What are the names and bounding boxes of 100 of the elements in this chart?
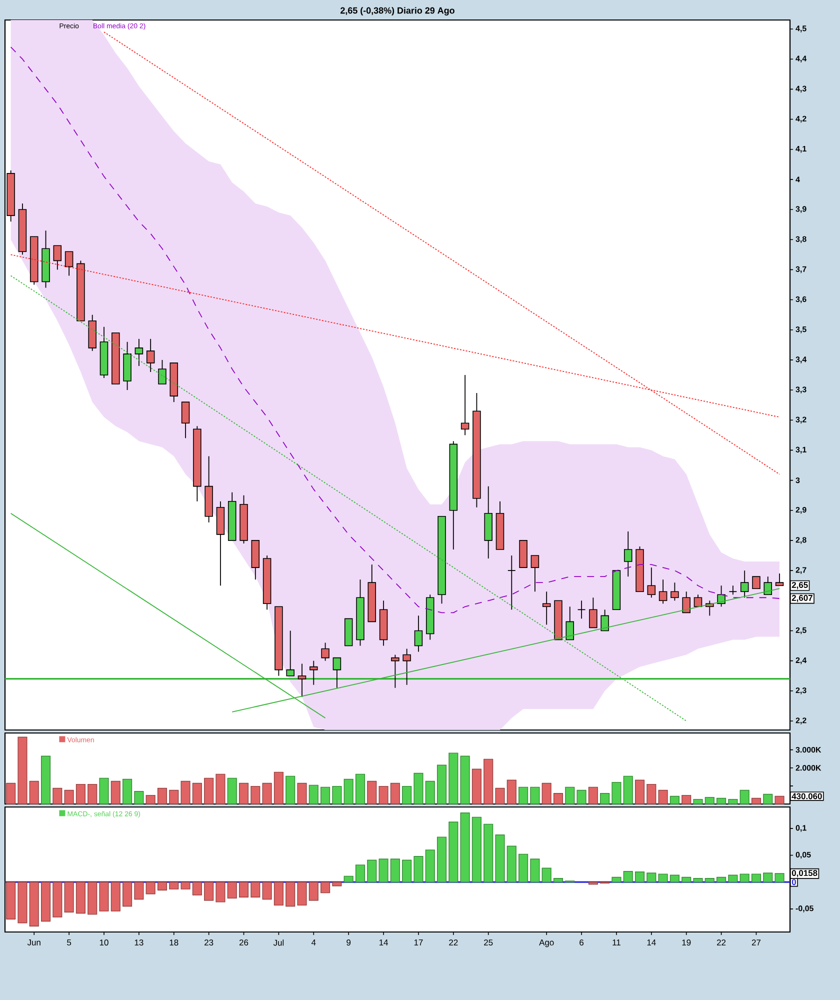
bar — [634, 872, 645, 882]
bar — [18, 736, 28, 804]
bar — [180, 882, 190, 890]
bar — [460, 812, 470, 882]
bar — [682, 876, 692, 882]
x-tick-label: 19 — [682, 940, 691, 946]
candlestick — [775, 573, 784, 586]
bar — [250, 786, 260, 804]
bar — [286, 776, 296, 804]
bar — [634, 780, 645, 804]
bar — [751, 798, 762, 804]
x-tick-label: 9 — [346, 940, 351, 946]
bar — [88, 882, 98, 915]
candlestick — [694, 594, 702, 608]
bar — [6, 882, 16, 920]
bar — [728, 874, 738, 882]
bar — [262, 782, 272, 804]
x-tick-label: 27 — [752, 940, 761, 946]
bar — [402, 786, 412, 804]
candlestick — [647, 567, 656, 598]
ref-line-label: 0 — [792, 879, 796, 886]
candlestick — [158, 360, 166, 384]
x-tick-label: 14 — [379, 940, 388, 946]
x-tick-label: 14 — [647, 940, 656, 946]
x-tick-label: 18 — [170, 940, 178, 946]
x-tick-label: 22 — [449, 940, 458, 946]
bar — [658, 790, 668, 804]
x-tick-label: 11 — [612, 940, 620, 946]
bar — [355, 774, 366, 804]
bar — [157, 788, 168, 804]
candlestick — [414, 615, 423, 652]
chart-title: 2,65 (-0,38%) Diario 29 Ago — [340, 7, 454, 16]
bar — [76, 784, 86, 804]
x-tick-label: 23 — [204, 940, 214, 946]
candlestick — [752, 576, 760, 589]
bar — [146, 794, 156, 804]
bar — [297, 882, 307, 906]
candlestick — [670, 582, 679, 602]
candlestick — [658, 579, 668, 604]
bar — [64, 882, 74, 912]
bar — [704, 878, 714, 882]
bar — [320, 882, 330, 894]
bar — [530, 786, 540, 804]
bar — [332, 786, 342, 804]
bar — [448, 752, 458, 804]
bar — [763, 794, 773, 804]
bar — [484, 758, 494, 804]
bar — [740, 874, 750, 882]
bar — [122, 778, 132, 804]
bar — [576, 790, 586, 804]
candlestick — [542, 591, 551, 626]
candlestick — [460, 374, 470, 436]
bar — [518, 854, 528, 882]
bar — [216, 882, 226, 902]
x-tick-label: 6 — [580, 940, 584, 946]
bar — [425, 850, 435, 882]
bar — [216, 774, 226, 804]
bar — [623, 776, 633, 804]
bar — [774, 873, 784, 882]
bar — [180, 780, 190, 804]
bar — [332, 882, 342, 886]
x-tick-label: Jul — [273, 940, 284, 946]
bar — [250, 882, 260, 898]
bar — [29, 882, 39, 926]
bar — [378, 786, 388, 804]
bar — [484, 824, 494, 882]
x-tick-label: 5 — [67, 940, 72, 946]
bar — [52, 882, 62, 918]
bar — [390, 858, 400, 882]
bar — [204, 778, 214, 804]
bar — [530, 858, 540, 882]
bar — [146, 882, 156, 894]
candlestick — [64, 251, 74, 276]
bar — [740, 790, 750, 804]
bar — [110, 780, 120, 804]
bar — [308, 882, 318, 901]
bar — [728, 798, 738, 804]
candlestick — [146, 338, 155, 372]
bar — [169, 790, 179, 804]
text: 2,65 — [792, 582, 808, 590]
bar — [588, 786, 598, 804]
x-tick-label: Jun — [27, 940, 40, 946]
bar — [693, 798, 703, 804]
bar — [344, 876, 354, 882]
candlestick — [566, 606, 574, 640]
bar — [565, 786, 575, 804]
bar — [76, 882, 86, 914]
bar — [472, 768, 482, 804]
candlestick — [286, 630, 294, 676]
bar — [623, 871, 633, 882]
x-tick-label: 4 — [311, 940, 316, 946]
bar — [99, 882, 109, 912]
bar — [344, 778, 354, 804]
bar — [88, 784, 98, 804]
candlestick — [589, 597, 598, 628]
bar — [682, 794, 692, 804]
bar — [600, 792, 610, 804]
candlestick — [181, 402, 190, 439]
bar — [763, 872, 773, 882]
candlestick — [764, 576, 772, 596]
